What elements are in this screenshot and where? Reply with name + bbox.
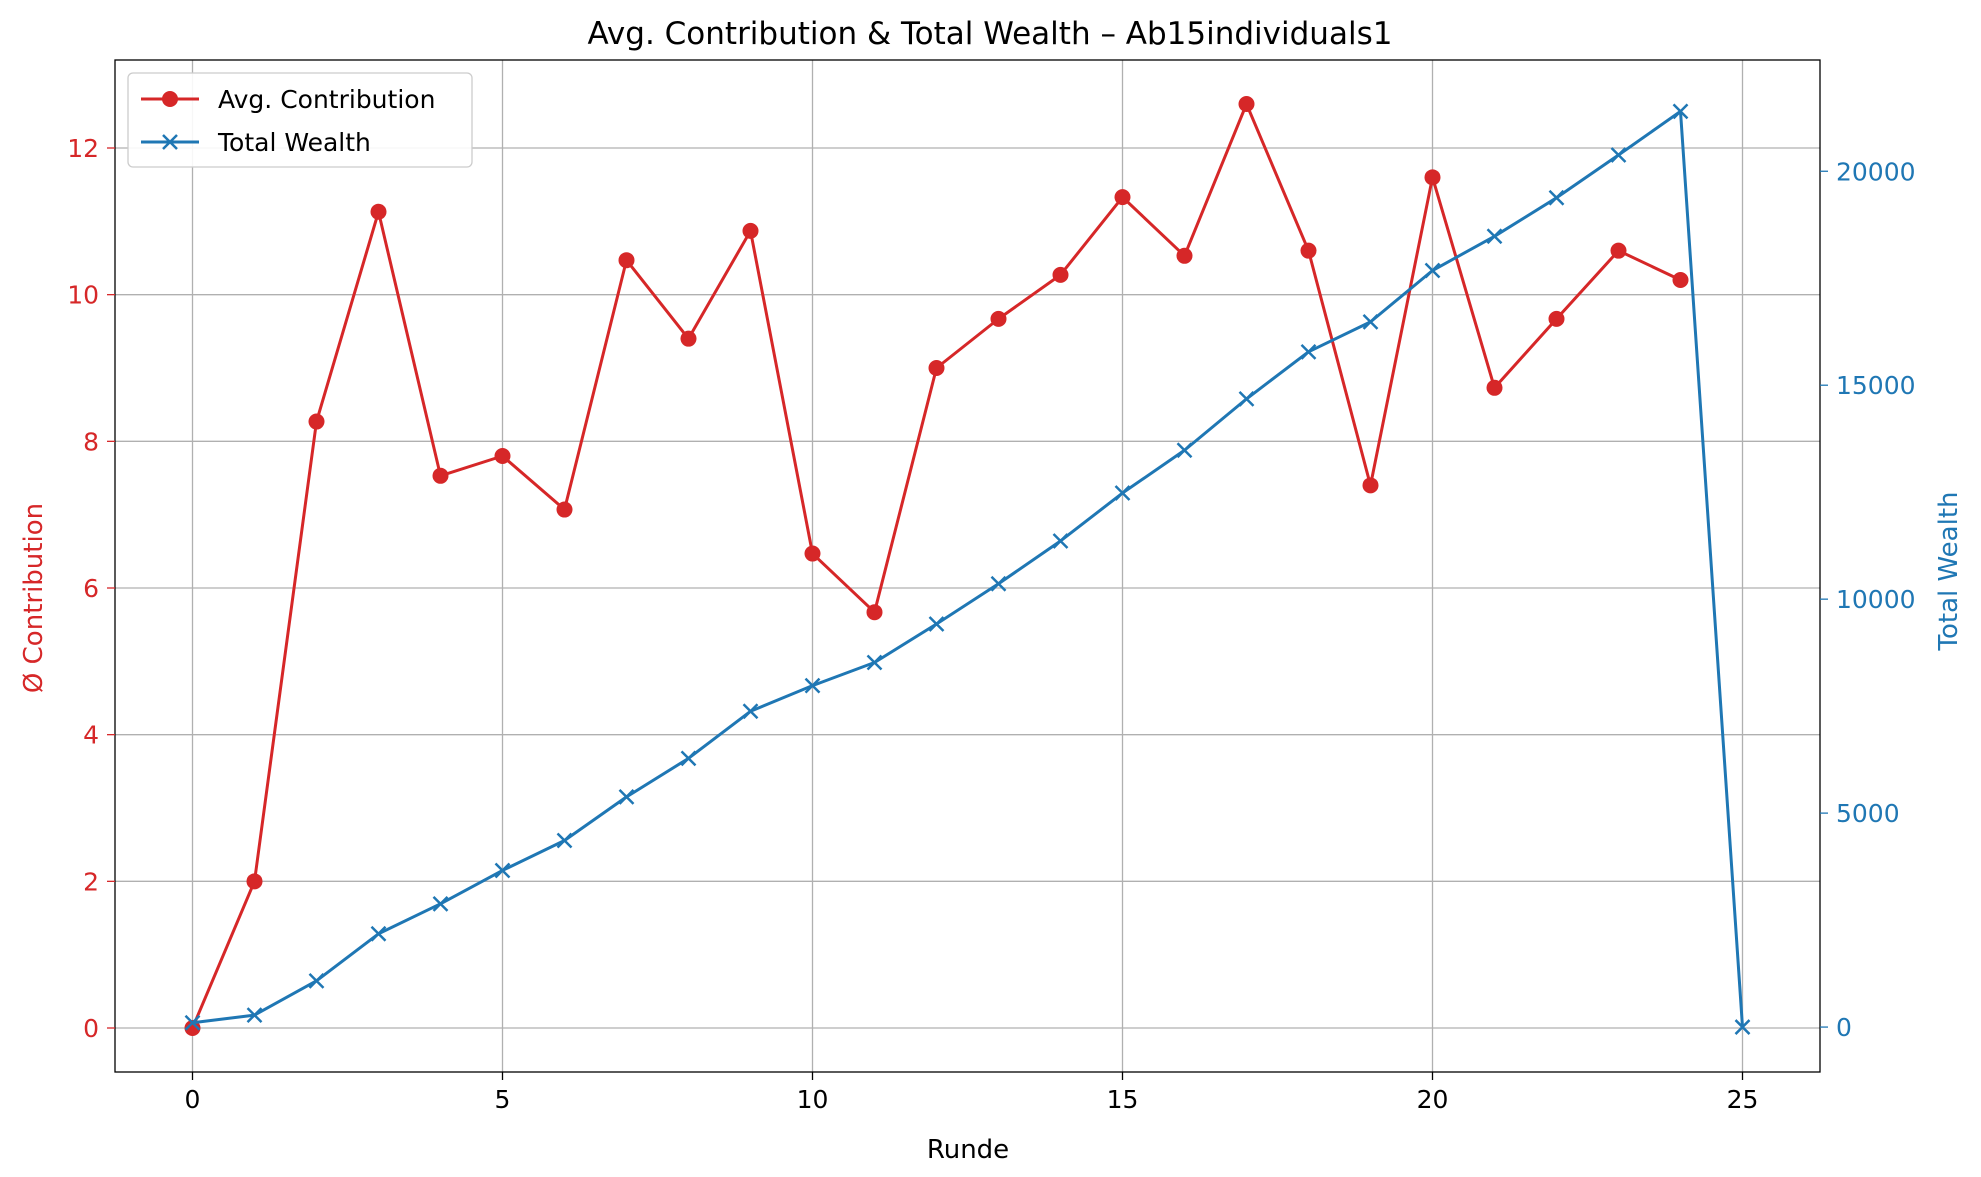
point-avg-contribution: [1114, 189, 1131, 206]
x-tick-label: 5: [495, 1085, 511, 1114]
point-total-wealth: [742, 703, 759, 720]
x-tick-label: 25: [1727, 1085, 1759, 1114]
point-avg-contribution: [370, 203, 387, 220]
y-right-tick-label: 15000: [1836, 371, 1916, 400]
y-right-tick-label: 10000: [1836, 585, 1916, 614]
point-total-wealth: [308, 972, 325, 989]
y-left-tick-label: 12: [67, 134, 99, 163]
y-right-tick-label: 0: [1836, 1013, 1852, 1042]
point-avg-contribution: [308, 413, 325, 430]
ticks: 0 5 10 15 20 25 0 2 4 6 8 10 12 0 5000 10000 15000 20000: [67, 134, 1915, 1114]
x-tick-label: 0: [185, 1085, 201, 1114]
point-total-wealth: [1114, 485, 1131, 501]
legend-label-avg-contribution: Avg. Contribution: [218, 85, 435, 114]
point-avg-contribution: [804, 545, 821, 562]
point-total-wealth: [804, 677, 821, 694]
point-total-wealth: [1362, 313, 1379, 330]
series-line-total-wealth: [192, 109, 1744, 1028]
point-total-wealth: [370, 925, 387, 942]
point-avg-contribution: [1362, 477, 1379, 494]
point-avg-contribution: [184, 1020, 201, 1036]
point-avg-contribution: [742, 222, 759, 239]
point-total-wealth: [246, 1007, 263, 1023]
y-left-tick-label: 0: [83, 1014, 99, 1043]
point-total-wealth: [866, 654, 883, 671]
y-right-tick-label: 5000: [1836, 799, 1900, 828]
series-avg-contribution: [184, 96, 1689, 1036]
point-avg-contribution: [618, 252, 635, 269]
x-tick-label: 15: [1107, 1085, 1139, 1114]
point-avg-contribution: [1238, 96, 1255, 112]
grid: [115, 60, 1820, 1072]
point-total-wealth: [1610, 147, 1627, 163]
point-total-wealth: [1052, 533, 1069, 549]
point-avg-contribution: [246, 873, 263, 890]
y-left-tick-label: 2: [83, 867, 99, 896]
point-avg-contribution: [1610, 242, 1627, 259]
series-layer: [184, 96, 1751, 1036]
y-left-tick-label: 10: [67, 281, 99, 310]
point-total-wealth: [1176, 442, 1193, 459]
point-avg-contribution: [1176, 247, 1193, 264]
legend: Avg. Contribution Total Wealth: [127, 72, 473, 168]
x-tick-label: 10: [797, 1085, 829, 1114]
y-right-tick-label: 20000: [1836, 157, 1916, 186]
legend-marker-total-wealth: [162, 134, 178, 150]
point-avg-contribution: [866, 604, 883, 621]
x-axis-label: Runde: [927, 1135, 1009, 1165]
point-total-wealth: [680, 750, 697, 767]
point-total-wealth: [556, 832, 573, 849]
point-avg-contribution: [432, 467, 449, 484]
y-left-tick-label: 6: [83, 574, 99, 603]
point-total-wealth: [494, 862, 511, 879]
point-avg-contribution: [494, 448, 511, 464]
y-axis-right-label: Total Wealth: [1934, 492, 1964, 652]
point-total-wealth: [432, 895, 449, 912]
point-total-wealth: [1672, 103, 1689, 120]
point-total-wealth: [618, 788, 635, 805]
y-axis-left-label: Ø Contribution: [19, 503, 49, 693]
point-total-wealth: [1238, 391, 1255, 407]
point-avg-contribution: [1424, 169, 1441, 186]
legend-label-total-wealth: Total Wealth: [217, 128, 371, 157]
point-total-wealth: [1734, 1019, 1751, 1035]
legend-box: [127, 72, 473, 168]
point-avg-contribution: [1486, 379, 1503, 396]
point-total-wealth: [990, 575, 1007, 592]
series-total-wealth: [184, 103, 1751, 1035]
point-total-wealth: [1424, 262, 1441, 279]
point-avg-contribution: [556, 501, 573, 518]
point-total-wealth: [1548, 189, 1565, 206]
x-tick-label: 20: [1417, 1085, 1449, 1114]
plot-frame: [114, 59, 1821, 1073]
chart-title: Avg. Contribution & Total Wealth – Ab15i…: [588, 16, 1393, 52]
point-total-wealth: [184, 1014, 201, 1031]
point-avg-contribution: [1300, 242, 1317, 259]
point-total-wealth: [1486, 228, 1503, 245]
point-avg-contribution: [928, 360, 945, 376]
y-left-tick-label: 4: [83, 721, 99, 750]
point-total-wealth: [928, 616, 945, 632]
point-avg-contribution: [990, 310, 1007, 327]
point-avg-contribution: [1672, 272, 1689, 288]
point-avg-contribution: [1052, 266, 1069, 283]
point-avg-contribution: [1548, 310, 1565, 327]
y-left-tick-label: 8: [83, 427, 99, 456]
point-avg-contribution: [680, 330, 697, 347]
legend-marker-avg-contribution: [162, 91, 178, 107]
point-total-wealth: [1300, 343, 1317, 360]
